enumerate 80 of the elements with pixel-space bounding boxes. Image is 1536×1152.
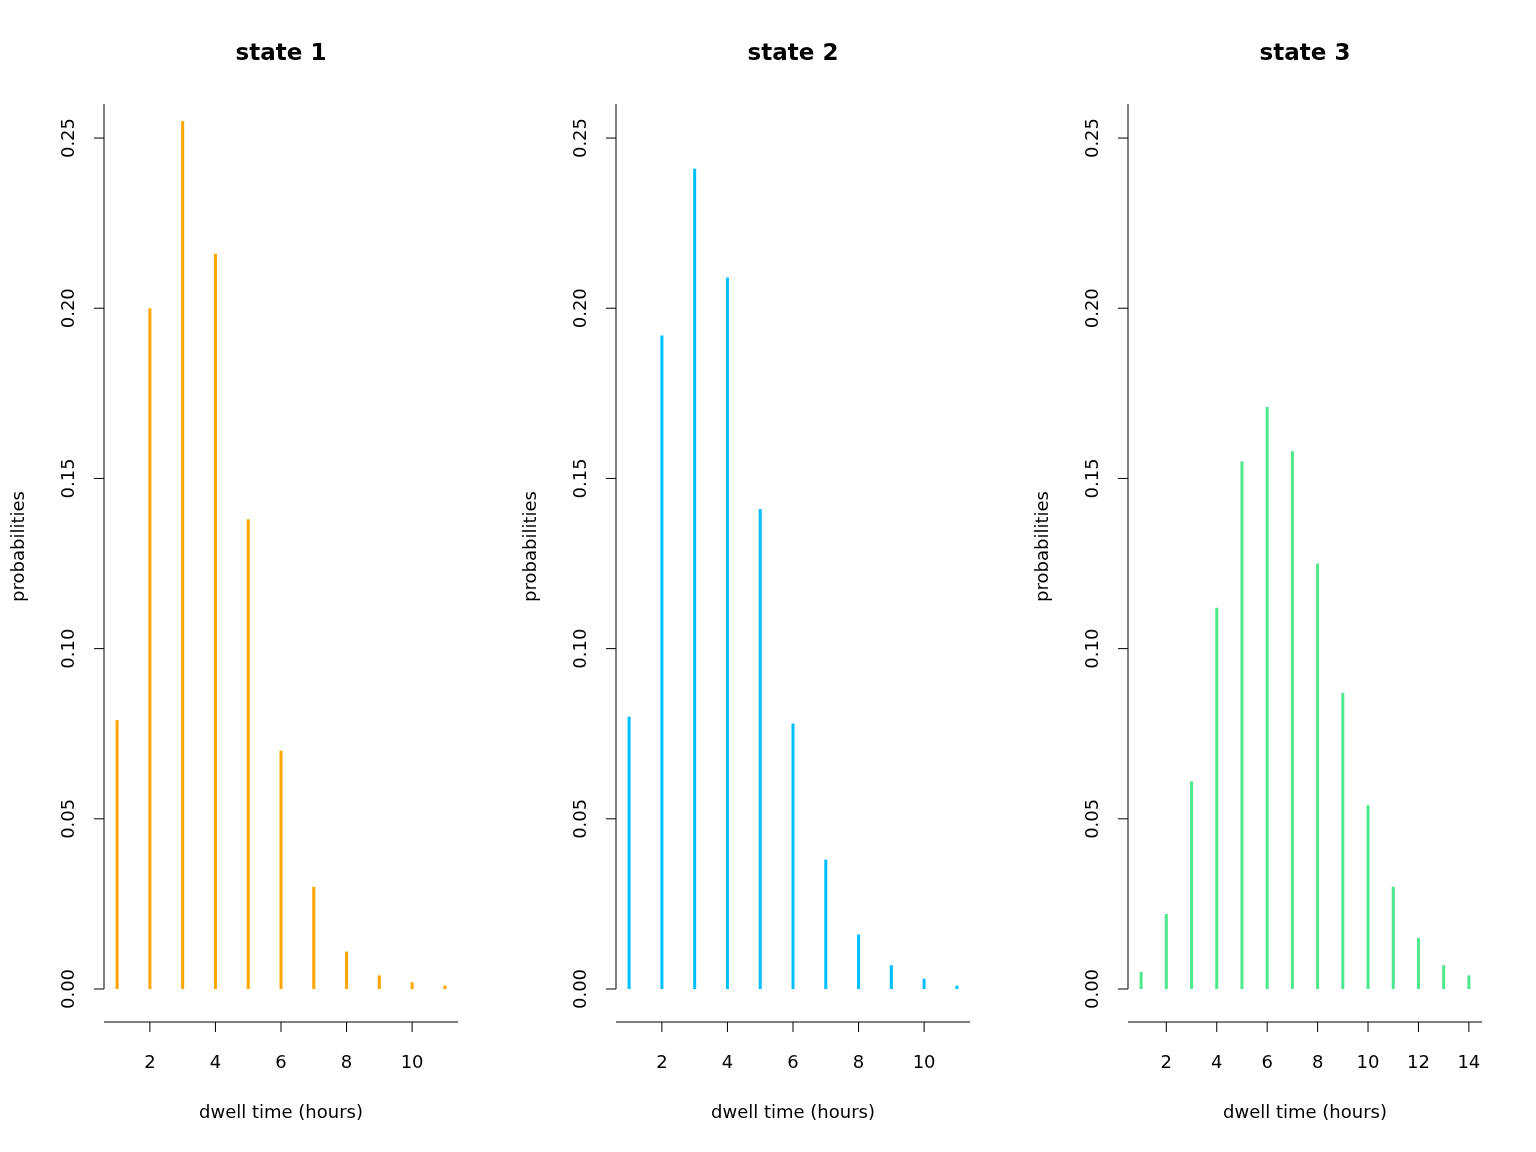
x-tick-label: 10 — [912, 1051, 936, 1072]
bar — [1391, 886, 1395, 989]
bar — [312, 886, 316, 989]
bar — [1366, 805, 1370, 989]
bar — [791, 723, 795, 989]
y-axis-title: probabilities — [7, 491, 28, 602]
bar — [824, 859, 828, 989]
bar — [1467, 975, 1471, 989]
x-tick-label: 14 — [1457, 1051, 1481, 1072]
bar — [213, 253, 217, 989]
bar — [181, 121, 185, 989]
bar — [345, 951, 349, 989]
y-tick-label: 0.05 — [569, 798, 590, 839]
y-tick-label: 0.15 — [569, 458, 590, 499]
x-tick-label: 4 — [209, 1051, 222, 1072]
chart-title: state 3 — [1259, 39, 1351, 65]
bar — [857, 934, 861, 989]
bar — [1316, 563, 1320, 989]
x-tick-label: 8 — [852, 1051, 865, 1072]
bar — [1139, 971, 1143, 989]
bar — [1290, 451, 1294, 989]
bar — [1341, 692, 1345, 989]
x-tick-label: 8 — [340, 1051, 353, 1072]
y-tick-label: 0.25 — [57, 118, 78, 159]
y-axis-title: probabilities — [519, 491, 540, 602]
x-tick-label: 6 — [787, 1051, 799, 1072]
y-tick-label: 0.25 — [569, 118, 590, 159]
bar — [922, 978, 926, 989]
bar — [377, 975, 381, 989]
y-tick-label: 0.15 — [57, 458, 78, 499]
x-tick-label: 2 — [656, 1051, 668, 1072]
y-tick-label: 0.20 — [1081, 288, 1102, 329]
bar — [1190, 781, 1194, 989]
y-tick-label: 0.00 — [57, 968, 78, 1010]
x-tick-label: 4 — [721, 1051, 734, 1072]
bar — [1215, 607, 1219, 989]
y-tick-label: 0.10 — [569, 628, 590, 669]
x-axis-title: dwell time (hours) — [1223, 1101, 1387, 1122]
bar — [627, 716, 631, 989]
y-tick-label: 0.10 — [57, 628, 78, 669]
bar — [1164, 914, 1168, 989]
x-tick-label: 12 — [1407, 1051, 1430, 1072]
chart-title: state 1 — [235, 39, 327, 65]
y-tick-label: 0.20 — [57, 288, 78, 329]
bar — [660, 335, 664, 989]
bar — [889, 965, 893, 989]
y-axis-title: probabilities — [1031, 491, 1052, 602]
x-axis-title: dwell time (hours) — [711, 1101, 875, 1122]
x-tick-label: 10 — [1356, 1051, 1380, 1072]
y-tick-label: 0.05 — [1081, 798, 1102, 839]
bar — [246, 519, 250, 989]
bar — [725, 277, 729, 989]
bar — [955, 985, 959, 989]
y-tick-label: 0.25 — [1081, 118, 1102, 159]
bar — [148, 308, 152, 989]
bar — [693, 168, 697, 989]
bar — [1416, 937, 1420, 989]
y-tick-label: 0.10 — [1081, 628, 1102, 669]
bar — [279, 750, 283, 989]
y-tick-label: 0.00 — [1081, 968, 1102, 1010]
y-tick-label: 0.05 — [57, 798, 78, 839]
x-tick-label: 2 — [144, 1051, 156, 1072]
bar — [410, 982, 414, 989]
bar — [443, 985, 447, 989]
bar — [1442, 965, 1446, 989]
x-tick-label: 2 — [1160, 1051, 1173, 1072]
x-tick-label: 6 — [275, 1051, 287, 1072]
y-tick-label: 0.15 — [1081, 458, 1102, 499]
x-axis-title: dwell time (hours) — [199, 1101, 363, 1122]
x-tick-label: 6 — [1261, 1051, 1273, 1072]
y-tick-label: 0.00 — [569, 968, 590, 1010]
x-tick-label: 10 — [400, 1051, 424, 1072]
bar — [1265, 406, 1269, 989]
x-tick-label: 8 — [1311, 1051, 1324, 1072]
bar — [758, 509, 762, 989]
x-tick-label: 4 — [1211, 1051, 1223, 1072]
y-tick-label: 0.20 — [569, 288, 590, 329]
bar — [1240, 461, 1244, 989]
chart-title: state 2 — [747, 39, 839, 65]
bar — [115, 720, 119, 989]
